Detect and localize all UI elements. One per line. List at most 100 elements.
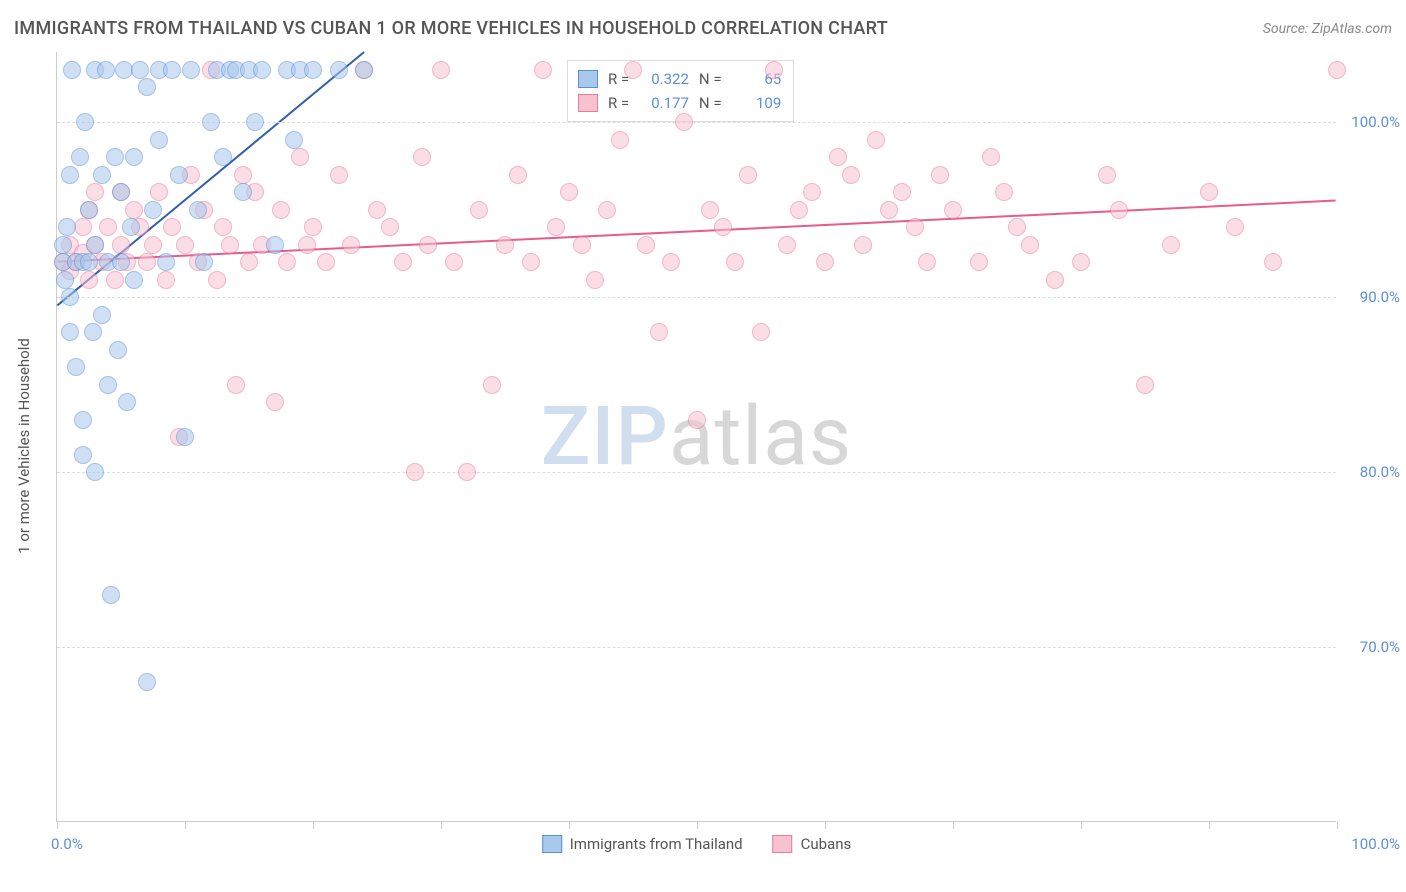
- series-label-cubans: Cubans: [801, 835, 852, 853]
- data-point: [918, 253, 936, 271]
- data-point: [189, 201, 207, 219]
- data-point: [266, 236, 284, 254]
- data-point: [61, 236, 79, 254]
- title-bar: IMMIGRANTS FROM THAILAND VS CUBAN 1 OR M…: [14, 18, 1392, 39]
- data-point: [170, 166, 188, 184]
- data-point: [778, 236, 796, 254]
- data-point: [112, 183, 130, 201]
- data-point: [150, 183, 168, 201]
- data-point: [122, 218, 140, 236]
- x-tick: [441, 821, 442, 829]
- data-point: [176, 428, 194, 446]
- data-point: [214, 218, 232, 236]
- data-point: [330, 61, 348, 79]
- legend-row-cubans: R = 0.177 N = 109: [578, 91, 781, 115]
- watermark-part1: ZIP: [541, 389, 669, 485]
- data-point: [86, 463, 104, 481]
- data-point: [214, 148, 232, 166]
- data-point: [221, 61, 239, 79]
- data-point: [816, 253, 834, 271]
- data-point: [99, 376, 117, 394]
- data-point: [150, 61, 168, 79]
- x-axis-min-label: 0.0%: [51, 835, 83, 853]
- data-point: [1021, 236, 1039, 254]
- data-point: [1098, 166, 1116, 184]
- data-point: [118, 253, 136, 271]
- data-point: [1072, 253, 1090, 271]
- data-point: [61, 288, 79, 306]
- watermark-part2: atlas: [669, 389, 852, 485]
- data-point: [106, 271, 124, 289]
- data-point: [445, 253, 463, 271]
- data-point: [208, 271, 226, 289]
- x-tick: [1337, 821, 1338, 829]
- data-point: [246, 183, 264, 201]
- data-point: [944, 201, 962, 219]
- data-point: [84, 323, 102, 341]
- grid-line: [57, 297, 1336, 298]
- legend-r-label: R =: [608, 67, 633, 91]
- data-point: [67, 253, 85, 271]
- data-point: [1264, 253, 1282, 271]
- data-point: [157, 253, 175, 271]
- data-point: [86, 183, 104, 201]
- data-point: [278, 61, 296, 79]
- data-point: [534, 61, 552, 79]
- data-point: [253, 61, 271, 79]
- y-tick-label: 100.0%: [1340, 113, 1400, 131]
- data-point: [118, 393, 136, 411]
- data-point: [342, 236, 360, 254]
- trend-line: [57, 52, 364, 305]
- trend-lines-svg: [57, 52, 1336, 821]
- watermark: ZIPatlas: [541, 389, 852, 485]
- data-point: [291, 61, 309, 79]
- data-point: [509, 166, 527, 184]
- y-axis-title: 1 or more Vehicles in Household: [15, 338, 33, 554]
- legend-n-value-thailand: 65: [735, 67, 781, 91]
- data-point: [163, 218, 181, 236]
- chart-title: IMMIGRANTS FROM THAILAND VS CUBAN 1 OR M…: [14, 18, 888, 39]
- data-point: [547, 218, 565, 236]
- legend-r-value-cubans: 0.177: [643, 91, 689, 115]
- x-tick: [825, 821, 826, 829]
- data-point: [74, 253, 92, 271]
- grid-line: [57, 472, 1336, 473]
- data-point: [266, 393, 284, 411]
- data-point: [272, 201, 290, 219]
- data-point: [93, 166, 111, 184]
- y-tick-label: 90.0%: [1340, 288, 1400, 306]
- legend-r-value-thailand: 0.322: [643, 67, 689, 91]
- scatter-plot-area: ZIPatlas R = 0.322 N = 65 R = 0.177 N = …: [56, 52, 1336, 822]
- data-point: [61, 262, 79, 280]
- legend-n-label: N =: [699, 91, 725, 115]
- data-point: [131, 218, 149, 236]
- data-point: [125, 271, 143, 289]
- data-point: [470, 201, 488, 219]
- x-tick: [569, 821, 570, 829]
- data-point: [1008, 218, 1026, 236]
- data-point: [125, 201, 143, 219]
- data-point: [355, 61, 373, 79]
- data-point: [234, 183, 252, 201]
- data-point: [234, 166, 252, 184]
- x-tick: [185, 821, 186, 829]
- data-point: [93, 306, 111, 324]
- data-point: [125, 148, 143, 166]
- data-point: [285, 131, 303, 149]
- data-point: [842, 166, 860, 184]
- data-point: [458, 463, 476, 481]
- data-point: [189, 253, 207, 271]
- data-point: [176, 236, 194, 254]
- data-point: [854, 236, 872, 254]
- data-point: [221, 236, 239, 254]
- data-point: [790, 201, 808, 219]
- data-point: [102, 586, 120, 604]
- data-point: [522, 253, 540, 271]
- data-point: [106, 148, 124, 166]
- data-point: [54, 253, 72, 271]
- data-point: [208, 61, 226, 79]
- data-point: [496, 236, 514, 254]
- data-point: [144, 236, 162, 254]
- data-point: [573, 236, 591, 254]
- data-point: [650, 323, 668, 341]
